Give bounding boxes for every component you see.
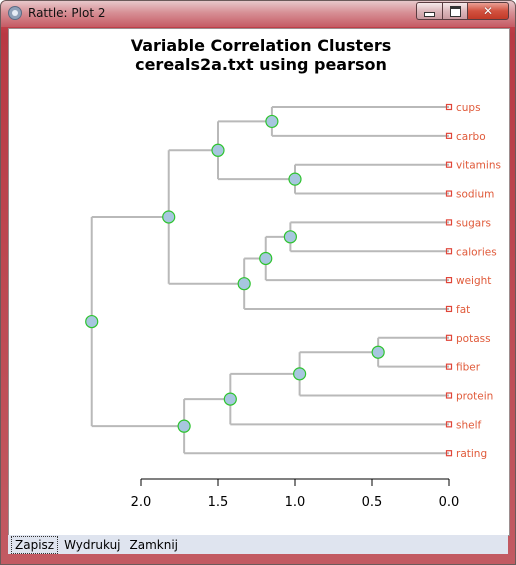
leaf-label: sodium [456, 189, 494, 201]
minimize-icon [424, 11, 435, 17]
chart-subtitle: cereals2a.txt using pearson [135, 55, 387, 74]
merge-node [265, 114, 279, 129]
leaf-label: rating [456, 448, 487, 460]
x-axis: 2.0 1.5 1.0 0.5 0.0 [131, 478, 460, 510]
leaf-label: carbo [456, 131, 486, 143]
leaf-marker [445, 190, 453, 197]
leaf-labels: cups carbo vitamins sodium sugars calories wei… [445, 102, 501, 460]
leaf-marker [445, 219, 453, 226]
leaf-label: potass [456, 333, 491, 345]
branch-lines [90, 106, 449, 455]
maximize-icon [449, 5, 461, 17]
close-menu-item[interactable]: Zamknij [129, 537, 179, 552]
leaf-label: calories [456, 246, 497, 258]
window-title: Rattle: Plot 2 [28, 6, 106, 20]
title-bar[interactable]: Rattle: Plot 2 ✕ [1, 1, 515, 27]
leaf-marker [445, 248, 453, 255]
leaf-marker [445, 132, 453, 139]
leaf-marker [445, 161, 453, 168]
menu-bar: Zapisz Wydrukuj Zamknij [8, 535, 508, 554]
merge-node [211, 143, 225, 157]
leaf-marker [445, 450, 453, 457]
merge-node [223, 392, 237, 406]
print-menu-item[interactable]: Wydrukuj [64, 537, 121, 552]
axis-tick-label: 0.0 [439, 495, 460, 510]
plot-area: Variable Correlation Clusters cereals2a.… [8, 28, 510, 536]
leaf-marker [445, 421, 453, 428]
axis-tick-label: 1.0 [285, 495, 306, 510]
merge-node [288, 172, 302, 186]
merge-node [293, 367, 307, 381]
minimize-button[interactable] [416, 2, 442, 20]
leaf-label: vitamins [456, 160, 501, 172]
merge-node [85, 314, 99, 329]
merge-node [371, 345, 385, 359]
leaf-marker [445, 392, 453, 399]
merge-node [162, 210, 176, 224]
leaf-label: cups [456, 102, 481, 114]
leaf-label: protein [456, 391, 493, 403]
close-icon: ✕ [482, 4, 494, 18]
close-button[interactable]: ✕ [467, 2, 509, 20]
leaf-marker [445, 305, 453, 313]
leaf-marker [445, 363, 453, 370]
merge-node [177, 419, 191, 433]
save-menu-item[interactable]: Zapisz [11, 535, 59, 554]
merge-node [259, 251, 273, 266]
leaf-label: fat [456, 304, 470, 316]
leaf-marker [445, 277, 453, 284]
rattle-app-icon [8, 6, 22, 20]
chart-title: Variable Correlation Clusters [131, 36, 392, 55]
window-controls: ✕ [416, 2, 509, 21]
axis-tick-label: 0.5 [362, 495, 383, 510]
leaf-label: sugars [456, 217, 491, 229]
leaf-label: shelf [456, 419, 482, 431]
dendrogram-chart: Variable Correlation Clusters cereals2a.… [85, 36, 501, 510]
leaf-label: weight [456, 275, 491, 287]
leaf-marker [445, 334, 453, 341]
merge-node [283, 230, 297, 244]
leaf-label: fiber [456, 362, 481, 374]
maximize-button[interactable] [442, 2, 467, 20]
merge-node [237, 277, 251, 291]
axis-tick-label: 2.0 [131, 495, 152, 510]
leaf-marker [445, 103, 453, 111]
axis-tick-label: 1.5 [208, 495, 229, 510]
merge-nodes [85, 114, 385, 433]
